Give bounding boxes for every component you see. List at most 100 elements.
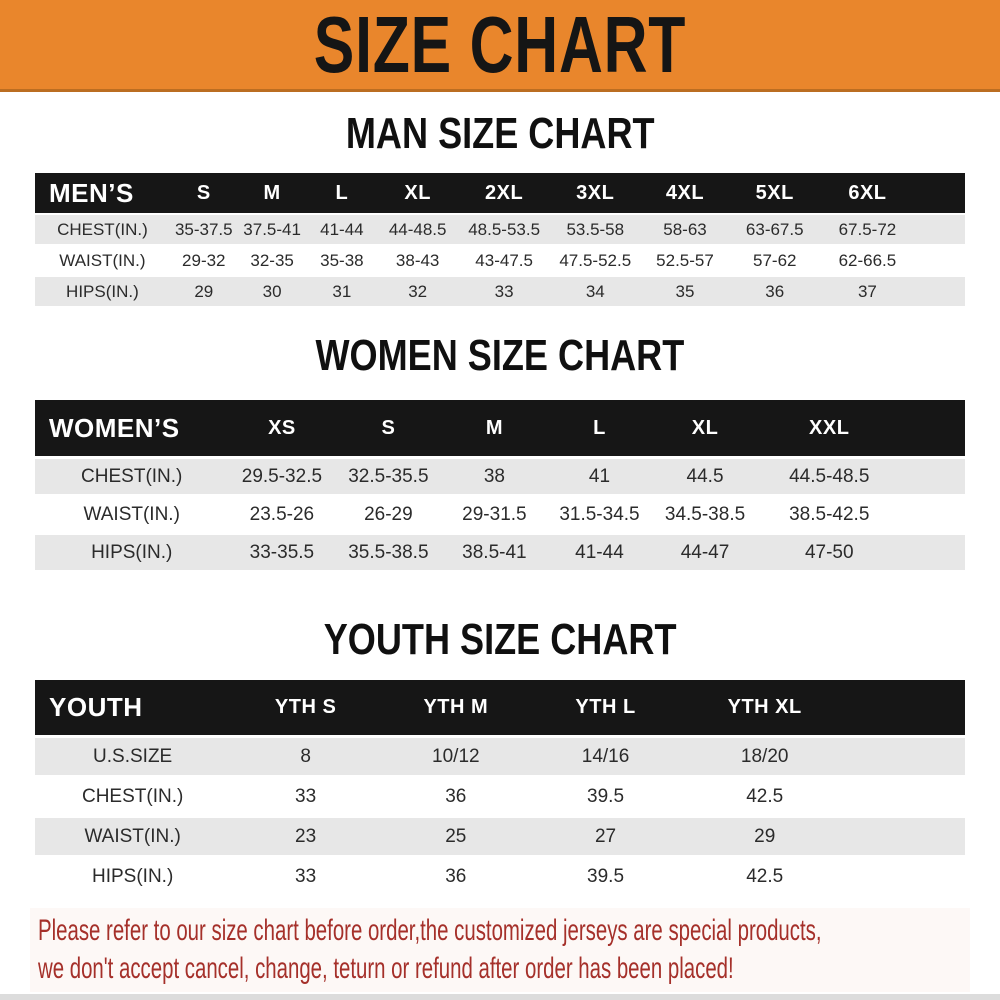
size-cell: 47-50 [758,535,965,570]
table-row: CHEST(IN.) 35-37.5 37.5-41 41-44 44-48.5… [35,215,965,244]
size-cell: 67.5-72 [819,215,965,244]
size-cell: 38.5-41 [441,535,548,570]
size-cell: 27 [530,818,681,855]
size-column-header: YTH XL [680,680,965,735]
men-section-title-text: MAN SIZE CHART [345,109,655,158]
size-column-header: S [335,400,442,456]
size-column-header: YTH S [230,680,381,735]
size-cell: 43-47.5 [458,246,551,275]
size-cell: 33 [230,858,381,895]
size-cell: 35 [640,277,730,306]
size-cell: 36 [380,858,531,895]
size-column-header: L [306,173,378,213]
row-label: HIPS(IN.) [35,535,229,570]
size-cell: 39.5 [530,778,681,815]
row-label: CHEST(IN.) [35,778,231,815]
size-cell: 36 [729,277,820,306]
women-size-table: WOMEN’S XS S M L XL XXL CHEST(IN.) 29.5-… [35,397,965,573]
table-row: WAIST(IN.) 23 25 27 29 [35,818,965,855]
table-row: WAIST(IN.) 23.5-26 26-29 29-31.5 31.5-34… [35,497,965,532]
row-label: CHEST(IN.) [35,215,170,244]
youth-header-label: YOUTH [35,680,231,735]
table-row: CHEST(IN.) 29.5-32.5 32.5-35.5 38 41 44.… [35,459,965,494]
size-cell: 14/16 [530,738,681,775]
disclaimer-line-2: we don't accept cancel, change, teturn o… [38,952,734,985]
men-header-label: MEN’S [35,173,170,213]
size-cell: 31 [306,277,378,306]
size-cell: 62-66.5 [819,246,965,275]
size-cell: 18/20 [680,738,965,775]
table-row: WAIST(IN.) 29-32 32-35 35-38 38-43 43-47… [35,246,965,275]
size-cell: 44-48.5 [377,215,459,244]
row-label: WAIST(IN.) [35,246,170,275]
size-cell: 32.5-35.5 [335,459,442,494]
size-column-header: XXL [758,400,965,456]
size-cell: 35.5-38.5 [335,535,442,570]
size-column-header: YTH L [530,680,681,735]
size-cell: 33 [458,277,551,306]
size-cell: 48.5-53.5 [458,215,551,244]
size-cell: 29-31.5 [441,497,548,532]
youth-section-title: YOUTH SIZE CHART [0,618,1000,662]
size-cell: 32-35 [237,246,307,275]
size-column-header: S [169,173,238,213]
men-size-table: MEN’S S M L XL 2XL 3XL 4XL 5XL 6XL CHEST… [35,171,965,308]
size-cell: 47.5-52.5 [550,246,641,275]
size-column-header: XS [228,400,336,456]
size-cell: 38.5-42.5 [758,497,965,532]
size-cell: 34 [550,277,641,306]
size-cell: 33-35.5 [228,535,336,570]
size-cell: 57-62 [729,246,820,275]
size-cell: 36 [380,778,531,815]
size-cell: 29.5-32.5 [228,459,336,494]
size-cell: 44.5-48.5 [758,459,965,494]
size-cell: 25 [380,818,531,855]
size-cell: 26-29 [335,497,442,532]
size-column-header: XL [377,173,459,213]
size-column-header: 6XL [819,173,965,213]
size-cell: 35-38 [306,246,378,275]
size-cell: 38 [441,459,548,494]
size-cell: 23.5-26 [228,497,336,532]
size-cell: 29 [169,277,238,306]
page-title: SIZE CHART [313,0,687,89]
size-cell: 63-67.5 [729,215,820,244]
size-cell: 52.5-57 [640,246,730,275]
row-label: WAIST(IN.) [35,497,229,532]
row-label: CHEST(IN.) [35,459,229,494]
size-column-header: YTH M [380,680,531,735]
size-column-header: 3XL [550,173,641,213]
size-cell: 42.5 [680,778,965,815]
size-cell: 39.5 [530,858,681,895]
youth-table-header-row: YOUTH YTH S YTH M YTH L YTH XL [35,680,965,735]
size-cell: 31.5-34.5 [547,497,652,532]
size-cell: 10/12 [380,738,531,775]
size-column-header: M [441,400,548,456]
table-row: CHEST(IN.) 33 36 39.5 42.5 [35,778,965,815]
men-table-header-row: MEN’S S M L XL 2XL 3XL 4XL 5XL 6XL [35,173,965,213]
row-label: HIPS(IN.) [35,858,231,895]
size-cell: 32 [377,277,459,306]
youth-size-table: YOUTH YTH S YTH M YTH L YTH XL U.S.SIZE … [35,677,965,898]
women-header-label: WOMEN’S [35,400,229,456]
size-column-header: 5XL [729,173,820,213]
bottom-edge-strip [0,994,1000,1000]
women-table-header-row: WOMEN’S XS S M L XL XXL [35,400,965,456]
size-cell: 37.5-41 [237,215,307,244]
size-cell: 41-44 [306,215,378,244]
table-row: HIPS(IN.) 29 30 31 32 33 34 35 36 37 [35,277,965,306]
size-cell: 42.5 [680,858,965,895]
disclaimer-line-1: Please refer to our size chart before or… [38,914,822,947]
size-cell: 29-32 [169,246,238,275]
table-row: U.S.SIZE 8 10/12 14/16 18/20 [35,738,965,775]
size-cell: 44-47 [651,535,759,570]
size-cell: 29 [680,818,965,855]
size-cell: 30 [237,277,307,306]
size-cell: 53.5-58 [550,215,641,244]
size-cell: 23 [230,818,381,855]
size-cell: 33 [230,778,381,815]
women-section-title-text: WOMEN SIZE CHART [315,331,685,380]
banner: SIZE CHART [0,0,1000,92]
size-cell: 38-43 [377,246,459,275]
